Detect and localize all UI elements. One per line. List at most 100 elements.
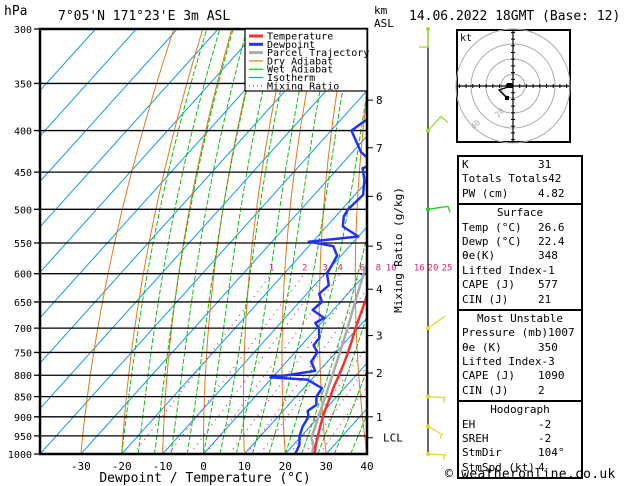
- pressure-tick-label: 600: [14, 270, 32, 281]
- pressure-tick-label: 350: [14, 79, 32, 90]
- legend-label: Wet Adiabat: [267, 65, 333, 76]
- temperature-axis: -30 -20 -10 0 10 20 30 40: [71, 460, 374, 473]
- isotherm-line: [162, 226, 367, 454]
- legend-label: Parcel Trajectory: [267, 48, 369, 59]
- pressure-tick-label: 400: [14, 127, 32, 138]
- pressure-tick-label: 750: [14, 348, 32, 359]
- km-tick-label: LCL: [383, 432, 403, 445]
- wet-adiabat-line: [301, 233, 367, 454]
- isotherm-line: [40, 29, 178, 183]
- wet-adiabat-line: [235, 29, 313, 454]
- isotherm-line: [80, 135, 367, 454]
- km-tick-label: 8: [376, 94, 383, 107]
- series-parcel-trajectory: [310, 258, 367, 454]
- hodo-row: SREH -2: [462, 432, 552, 446]
- isotherm-line: [284, 362, 367, 454]
- wet-adiabat-line: [137, 29, 221, 454]
- mu-row: CIN (J) 2: [462, 383, 545, 397]
- temperature-tick-label: 40: [360, 460, 373, 473]
- pressure-tick-label: 800: [14, 371, 32, 382]
- legend-label: Mixing Ratio: [267, 81, 339, 92]
- isotherm-line: [203, 271, 367, 454]
- mixing-ratio-label: 10: [386, 264, 397, 274]
- mu-row: Lifted Index -3: [462, 355, 555, 369]
- mixing-ratio-labels: 1 2 3 4 6 8 10 16 20 25: [269, 264, 453, 274]
- wet-adiabat-line: [121, 29, 208, 454]
- wind-barbs: [419, 27, 451, 460]
- isotherm-line: [244, 317, 367, 454]
- wind-barb: [427, 205, 451, 213]
- surface-row: Temp (°C) 26.6: [462, 220, 565, 234]
- copyright-footer[interactable]: © weatheronline.co.uk: [445, 467, 616, 482]
- pressure-tick-label: 850: [14, 393, 32, 404]
- temperature-tick-label: -30: [71, 460, 91, 473]
- index-row-totals: Totals Totals 42: [462, 172, 562, 186]
- mixing-ratio-line: [289, 345, 367, 454]
- hodograph-storm-marker: [507, 83, 513, 88]
- wind-barb: [427, 115, 449, 131]
- temperature-tick-label: 10: [238, 460, 251, 473]
- pressure-tick-label: 550: [14, 239, 32, 250]
- datetime-title: 14.06.2022 18GMT (Base: 12): [409, 9, 620, 24]
- hodo-row: StmDir 104°: [462, 446, 565, 460]
- surface-row: Dewp (°C) 22.4: [462, 234, 565, 248]
- asl-unit-label: ASL: [374, 17, 394, 30]
- surface-title: Surface: [496, 206, 544, 220]
- isotherm-line: [40, 89, 367, 454]
- mixing-ratio-label: 1: [269, 264, 274, 274]
- mu-row: CAPE (J) 1090: [462, 369, 565, 383]
- sounding-profiles: [269, 50, 367, 454]
- indices-table: K 31 Totals Totals 42 PW (cm) 4.82 Surface …: [457, 155, 583, 480]
- isotherm-line: [40, 29, 301, 319]
- mixing-ratio-label: 16: [414, 264, 425, 274]
- hodograph-end-marker: [505, 96, 509, 100]
- mixing-ratio-line: [318, 385, 367, 454]
- most-unstable-box: Most Unstable Pressure (mb) 1007 θe (K) 35…: [457, 308, 583, 401]
- hodo-row: StmSpd (kt) 4: [462, 460, 545, 474]
- isotherm-line: [40, 44, 367, 410]
- pressure-tick-label: 450: [14, 168, 32, 179]
- mu-row: Pressure (mb) 1007: [462, 326, 575, 340]
- mixing-ratio-line: [245, 288, 367, 454]
- mixing-ratio-label: 4: [337, 264, 342, 274]
- pressure-tick-label: 1000: [8, 450, 32, 461]
- legend-label: Isotherm: [267, 73, 315, 84]
- hodograph-unit-label: kt: [460, 33, 472, 44]
- km-tick-label: 1: [376, 411, 383, 424]
- mixing-ratio-line: [189, 273, 326, 454]
- wet-adiabat-line: [154, 29, 234, 454]
- mixing-ratio-label: 20: [428, 264, 439, 274]
- wet-adiabat-line: [170, 29, 248, 454]
- mixing-ratio-line: [304, 365, 367, 454]
- temperature-tick-label: -10: [153, 460, 173, 473]
- temperature-tick-label: 20: [279, 460, 292, 473]
- mixing-ratio-label: 2: [302, 264, 307, 274]
- pressure-unit-label: hPa: [4, 4, 27, 19]
- wind-barb: [419, 29, 429, 48]
- surface-box: Surface Temp (°C) 26.6 Dewp (°C) 22.4 θe(K…: [457, 203, 583, 309]
- isotherm-line: [40, 29, 260, 274]
- temperature-tick-label: 0: [200, 460, 207, 473]
- km-tick-label: 6: [376, 190, 383, 203]
- hodograph-box: Hodograph EH -2 SREH -2 StmDir 104° StmSpd …: [457, 400, 583, 480]
- mu-row: θe (K) 350: [462, 340, 558, 354]
- mixing-ratio-line: [228, 273, 363, 454]
- index-row-pw: PW (cm) 4.82: [462, 186, 565, 200]
- pressure-tick-label: 900: [14, 413, 32, 424]
- x-axis-label: Dewpoint / Temperature (°C): [99, 471, 310, 486]
- km-tick-label: 2: [376, 367, 383, 380]
- legend-label: Temperature: [267, 32, 333, 43]
- wet-adiabat-line: [317, 314, 367, 454]
- series-dewpoint: [269, 50, 367, 454]
- indices-top-box: K 31 Totals Totals 42 PW (cm) 4.82: [457, 155, 583, 204]
- hodograph-ring: [455, 28, 571, 144]
- hodograph-title: Hodograph: [490, 403, 550, 417]
- isotherm-line: [40, 29, 342, 364]
- surface-row: CAPE (J) 577: [462, 278, 558, 292]
- plot-frame: [38, 27, 369, 456]
- km-tick-label: 5: [376, 240, 383, 253]
